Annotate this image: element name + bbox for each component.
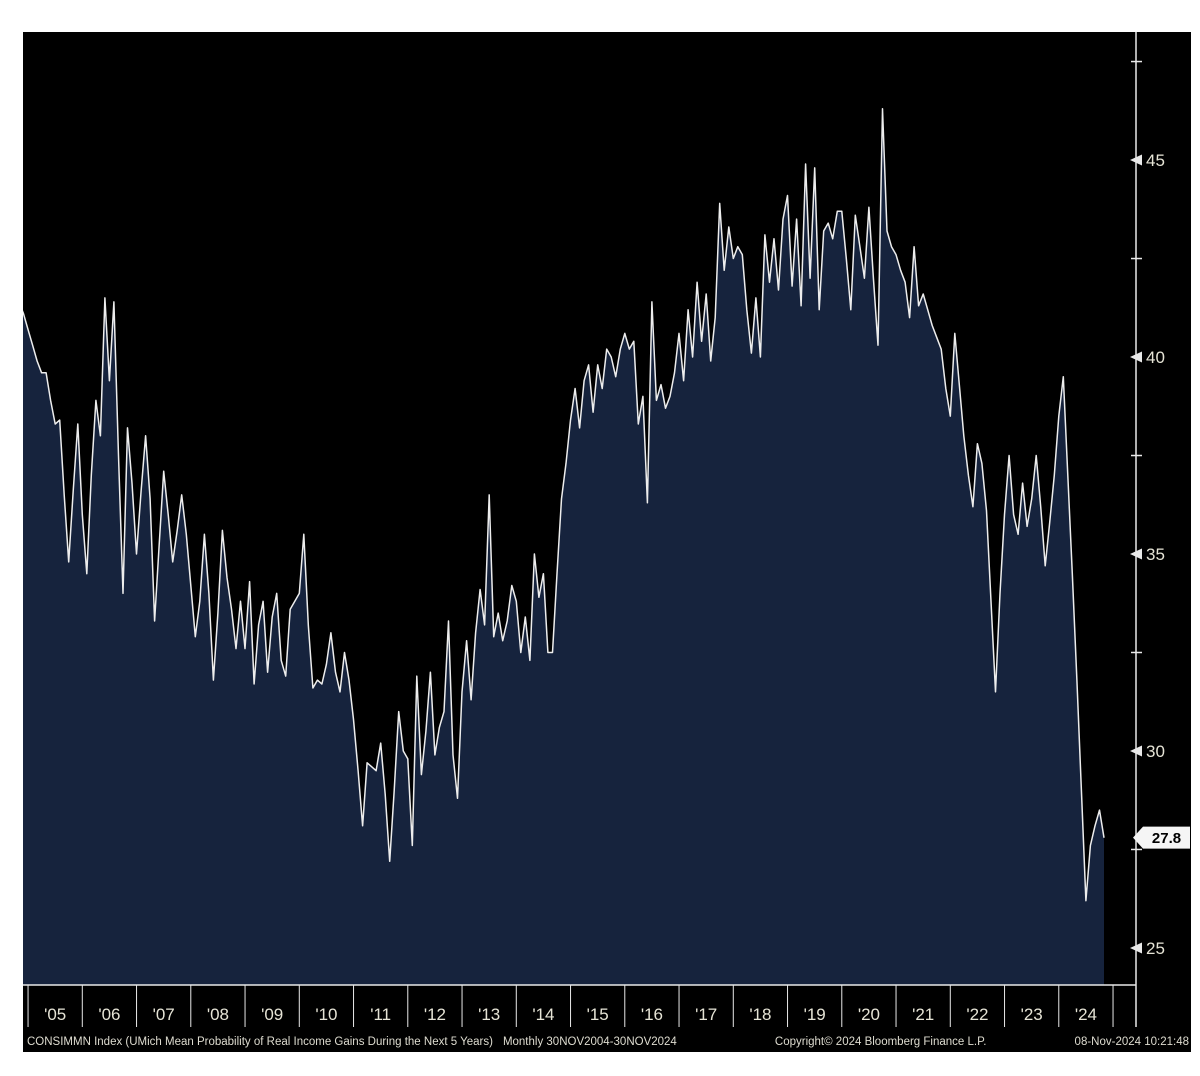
major-tick-arrow xyxy=(1130,548,1142,560)
x-tick-label: '05 xyxy=(44,1005,66,1024)
x-tick-label: '24 xyxy=(1075,1005,1097,1024)
footer-index-name: CONSIMMN Index (UMich Mean Probability o… xyxy=(27,1035,493,1048)
x-tick-label: '21 xyxy=(912,1005,934,1024)
x-tick-label: '07 xyxy=(153,1005,175,1024)
major-tick-arrow xyxy=(1130,745,1142,757)
x-tick-label: '20 xyxy=(858,1005,880,1024)
x-tick-label: '23 xyxy=(1021,1005,1043,1024)
major-tick-arrow xyxy=(1130,154,1142,166)
footer-copyright: Copyright© 2024 Bloomberg Finance L.P. xyxy=(774,1035,987,1048)
price-line xyxy=(23,108,1105,902)
x-tick-label: '14 xyxy=(532,1005,554,1024)
x-tick-label: '13 xyxy=(478,1005,500,1024)
x-tick-label: '16 xyxy=(641,1005,663,1024)
footer-security-description: CONSIMMN Index (UMich Mean Probability o… xyxy=(27,1036,687,1048)
x-tick-label: '10 xyxy=(315,1005,337,1024)
chart-footer: CONSIMMN Index (UMich Mean Probability o… xyxy=(27,1032,1189,1051)
x-tick-label: '08 xyxy=(207,1005,229,1024)
x-tick-label: '17 xyxy=(695,1005,717,1024)
x-tick-label: '19 xyxy=(804,1005,826,1024)
y-tick-label: 30 xyxy=(1146,742,1165,761)
x-tick-label: '22 xyxy=(966,1005,988,1024)
x-tick-label: '09 xyxy=(261,1005,283,1024)
x-tick-label: '18 xyxy=(749,1005,771,1024)
y-tick-label: 25 xyxy=(1146,939,1165,958)
footer-date-range: Monthly 30NOV2004-30NOV2024 xyxy=(502,1035,677,1048)
x-tick-label: '06 xyxy=(98,1005,120,1024)
y-tick-label: 40 xyxy=(1146,348,1165,367)
y-tick-label: 45 xyxy=(1146,151,1165,170)
footer-timestamp: 08-Nov-2024 10:21:48 xyxy=(1074,1035,1189,1048)
x-tick-label: '12 xyxy=(424,1005,446,1024)
last-value-badge xyxy=(1133,826,1190,849)
last-value-text: 27.8 xyxy=(1152,830,1181,847)
x-tick-label: '15 xyxy=(587,1005,609,1024)
y-tick-label: 35 xyxy=(1146,545,1165,564)
x-tick-label: '11 xyxy=(370,1005,391,1024)
major-tick-arrow xyxy=(1130,942,1142,954)
major-tick-arrow xyxy=(1130,351,1142,363)
area-fill xyxy=(23,108,1104,985)
